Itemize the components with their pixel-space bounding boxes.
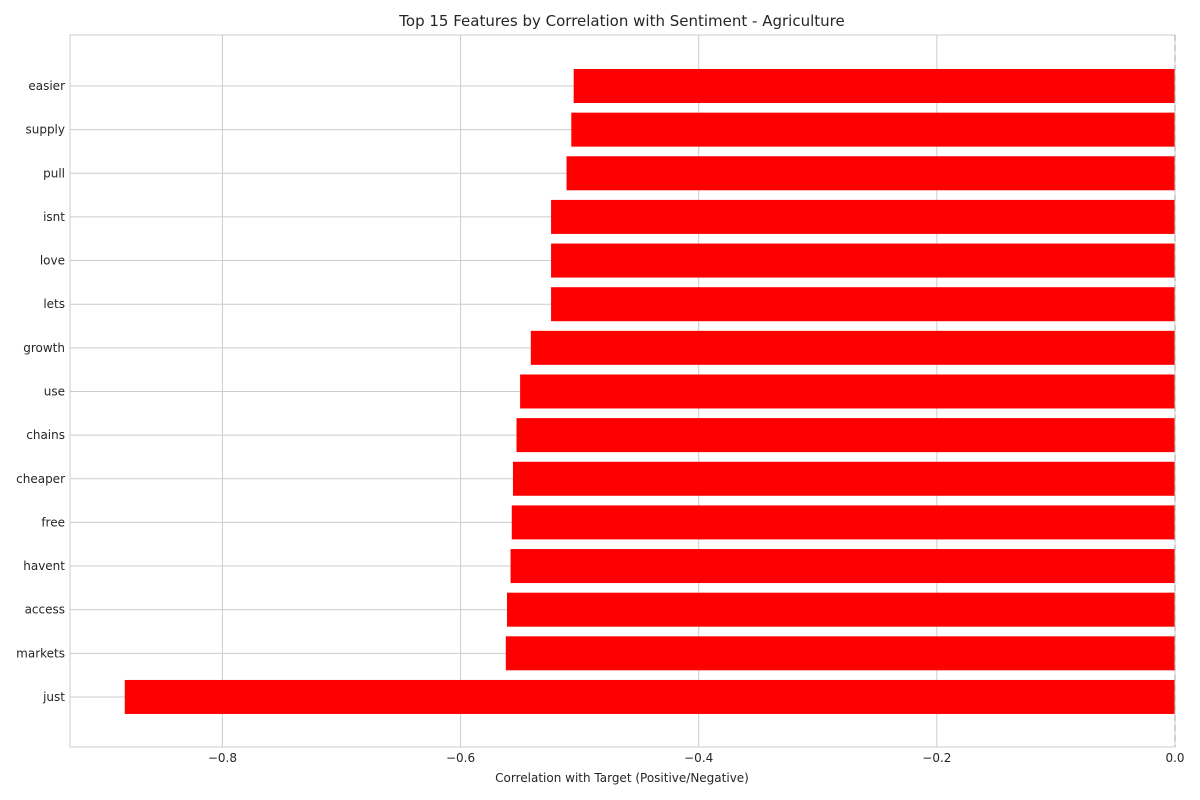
- plot-area-frame: [69, 34, 1176, 748]
- y-tick-label: cheaper: [16, 472, 65, 486]
- x-tick-label: −0.6: [446, 751, 475, 765]
- bar-access: [506, 592, 1176, 627]
- bar-growth: [530, 330, 1175, 365]
- y-tick-label: havent: [23, 559, 65, 573]
- bar-use: [520, 374, 1175, 409]
- bar-cheaper: [512, 461, 1175, 496]
- bar-havent: [510, 549, 1175, 584]
- y-tick-label: lets: [43, 297, 65, 311]
- y-tick-label: markets: [16, 646, 65, 660]
- bar-just: [124, 679, 1176, 714]
- x-tick-label: −0.8: [208, 751, 237, 765]
- x-tick-label: −0.4: [684, 751, 713, 765]
- y-tick-label: just: [42, 690, 65, 704]
- x-tick-labels: −0.8 −0.6 −0.4 −0.2 0.0: [208, 751, 1185, 765]
- bar-lets: [551, 287, 1175, 322]
- y-tick-label: supply: [25, 123, 65, 137]
- bar-free: [511, 505, 1175, 540]
- bar-supply: [571, 112, 1175, 147]
- y-tick-labels: easier supply pull isnt love lets growth use cha…: [16, 79, 65, 704]
- bar-markets: [505, 636, 1175, 671]
- y-tick-label: access: [25, 603, 65, 617]
- bar-pull: [566, 156, 1175, 191]
- x-tick-label: 0.0: [1165, 751, 1184, 765]
- bars: [124, 69, 1176, 714]
- y-tick-label: isnt: [43, 210, 65, 224]
- y-tick-label: chains: [26, 428, 65, 442]
- y-tick-label: use: [44, 384, 65, 398]
- x-axis-label: Correlation with Target (Positive/Negati…: [495, 771, 749, 785]
- y-tick-label: free: [41, 515, 65, 529]
- y-tick-label: easier: [28, 79, 65, 93]
- y-tick-label: pull: [43, 166, 65, 180]
- bar-easier: [573, 69, 1175, 103]
- x-tick-label: −0.2: [922, 751, 951, 765]
- bar-chains: [516, 418, 1175, 453]
- chart-title: Top 15 Features by Correlation with Sent…: [398, 12, 844, 30]
- bar-isnt: [551, 199, 1175, 234]
- y-tick-label: growth: [23, 341, 65, 355]
- y-tick-label: love: [40, 254, 65, 268]
- bar-love: [551, 243, 1175, 278]
